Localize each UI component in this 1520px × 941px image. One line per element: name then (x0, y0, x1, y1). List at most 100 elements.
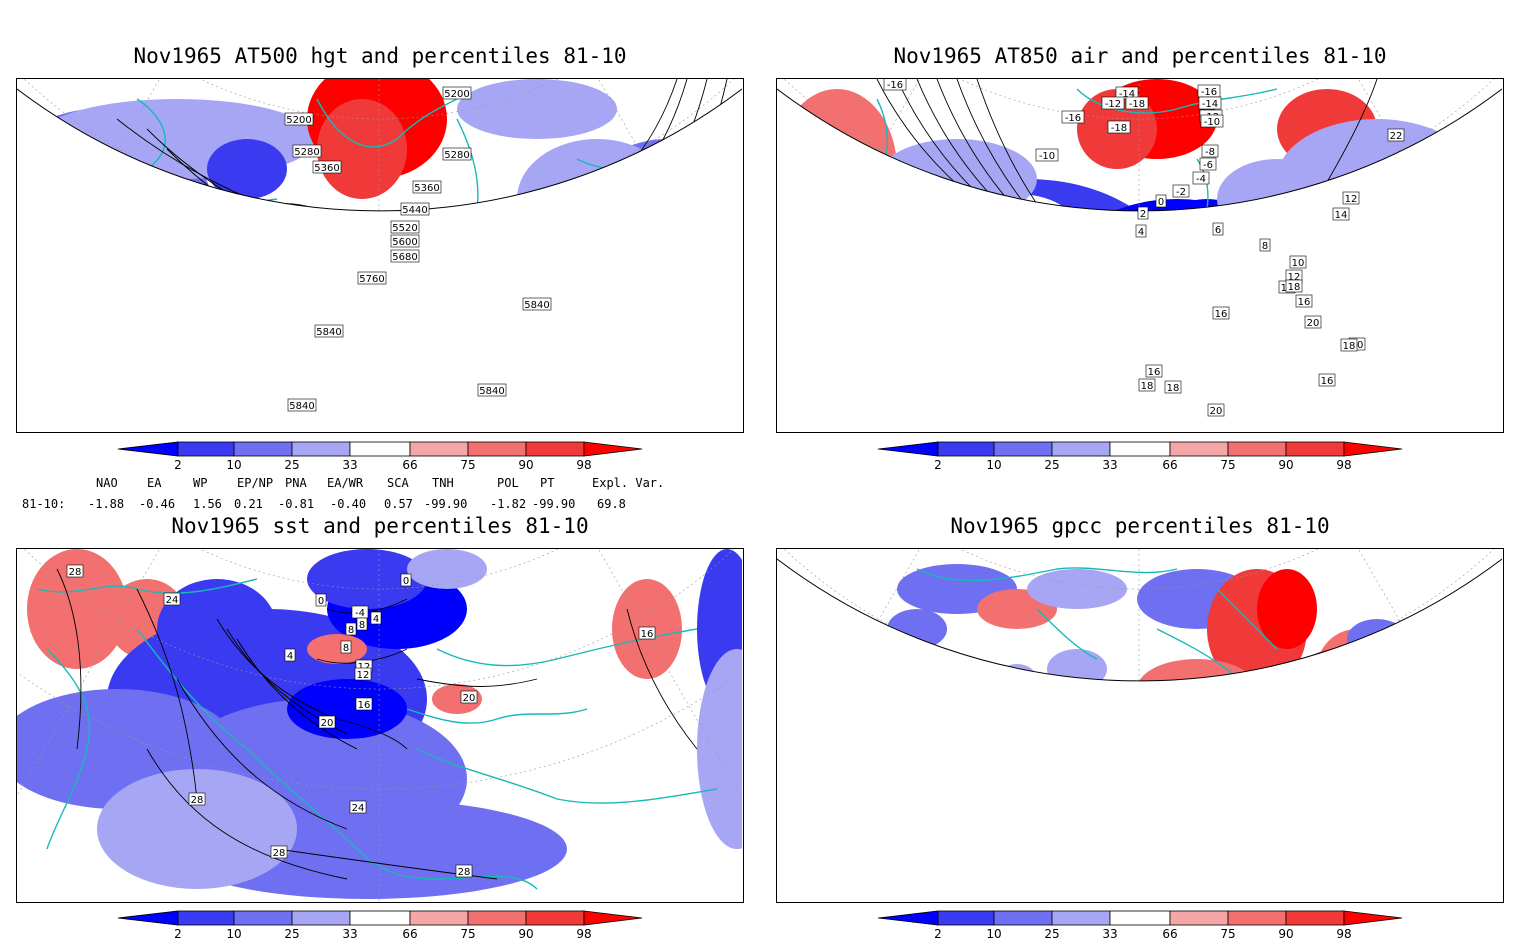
contour-label: 16 (1318, 373, 1336, 387)
contour-line (326, 598, 408, 614)
svg-text:5200: 5200 (444, 89, 469, 100)
coastline (1117, 789, 1357, 809)
anomaly-shading (407, 209, 527, 211)
anomaly-shading (1127, 809, 1227, 869)
index-header: NAO (96, 476, 118, 490)
index-header: TNH (432, 476, 454, 490)
colorbar-segment (233, 910, 293, 926)
colorbar-tick-label: 90 (1278, 927, 1293, 941)
contour-label: 5840 (477, 383, 507, 397)
contour-label: 12 (1342, 191, 1360, 205)
contour-line (976, 79, 1208, 211)
contour-line (236, 638, 358, 750)
coastline (796, 668, 882, 681)
anomaly-shading (1157, 199, 1257, 211)
contour-label: 28 (66, 564, 84, 578)
svg-text:-18: -18 (1129, 99, 1145, 110)
colorbar-segment (177, 441, 235, 457)
contour-label: -10 (1200, 114, 1224, 128)
anomaly-shading (697, 649, 742, 849)
contour-label: 16 (1145, 364, 1163, 378)
contour-label: -18 (1125, 96, 1149, 110)
anomaly-shading (807, 289, 1047, 429)
colorbar-sst: 2 10 25 33 66 75 90 98 (117, 910, 643, 941)
svg-text:8: 8 (1262, 241, 1268, 252)
svg-text:20: 20 (321, 718, 334, 729)
svg-text:18: 18 (1141, 381, 1154, 392)
contour-label: 20 (1304, 315, 1322, 329)
coastline (916, 567, 1178, 582)
contour-label: 5200 (284, 112, 314, 126)
colorbar-segment (177, 910, 235, 926)
contour-label: 22 (1387, 128, 1405, 142)
anomaly-shading (57, 329, 217, 429)
colorbar-tick-label: 10 (226, 927, 241, 941)
colorbar-tick-label: 2 (934, 458, 942, 472)
graticule (17, 549, 160, 797)
indices-header-row: NAO EA WP EP/NP PNA EA/WR SCA TNH POL PT Expl. Var… (0, 476, 760, 492)
colorbar-tick-label: 25 (1044, 458, 1059, 472)
anomaly-shading (1227, 774, 1327, 844)
colorbar-segment (1343, 441, 1403, 457)
contour-label: -16 (1197, 84, 1221, 98)
contour-label: 8 (345, 622, 357, 636)
graticule (598, 549, 742, 799)
colorbar-tick-label: 66 (402, 458, 417, 472)
contour-line (97, 379, 617, 409)
anomaly-shading (1137, 659, 1257, 681)
index-value: -99.90 (532, 497, 576, 511)
coastline (807, 229, 828, 309)
colorbar-tick-label: 10 (986, 458, 1001, 472)
svg-text:28: 28 (273, 848, 286, 859)
contour-line (896, 79, 1338, 211)
contour-label: 5680 (390, 249, 420, 263)
coastline (1136, 158, 1209, 211)
coastline (845, 98, 889, 211)
colorbar-tick-label: 98 (1336, 458, 1351, 472)
contour-label: 5280 (292, 144, 322, 158)
index-header: EA/WR (327, 476, 364, 490)
colorbar-gpcc: 2 10 25 33 66 75 90 98 (877, 910, 1403, 941)
svg-text:-8: -8 (1205, 147, 1215, 158)
index-header: PNA (285, 476, 307, 490)
contour-label: -14 (1198, 96, 1222, 110)
colorbar-segment (993, 910, 1053, 926)
map-panel-sst: 28 24 12 8 0 0 -4 4 8 4 8 12 16 20 20 24 28 28 28 16 (16, 548, 744, 903)
map-svg-gpcc (777, 549, 1502, 869)
contour-line (216, 618, 408, 750)
svg-text:28: 28 (191, 795, 204, 806)
colorbar-tick-label: 25 (284, 458, 299, 472)
indices-value-row: 81-10: -1.88 -0.46 1.56 0.21 -0.81 -0.40 0.57 -9… (0, 497, 760, 513)
anomaly-shading (1277, 649, 1397, 681)
colorbar-segment (877, 910, 939, 926)
anomaly-shading (957, 194, 1077, 211)
contour-line (837, 299, 1177, 399)
colorbar-segment (467, 910, 527, 926)
contour-label: 8 (356, 617, 368, 631)
coastline (1076, 88, 1278, 114)
anomaly-shading (1027, 569, 1127, 609)
contour-label: 0 (315, 593, 327, 607)
anomaly-shading (97, 359, 537, 431)
anomaly-shading (1267, 724, 1327, 774)
anomaly-shading (1232, 729, 1282, 769)
colorbar-segment (1051, 910, 1111, 926)
svg-text:5360: 5360 (414, 183, 439, 194)
colorbar-segment (937, 910, 995, 926)
svg-text:8: 8 (359, 620, 365, 631)
colorbar-segment (1343, 910, 1403, 926)
contour-label: 4 (1135, 224, 1147, 238)
contour-line (136, 588, 198, 800)
anomaly-shading (402, 364, 452, 394)
svg-text:5520: 5520 (392, 223, 417, 234)
colorbar-segment (1109, 441, 1171, 457)
index-header: WP (193, 476, 208, 490)
contour-line (916, 79, 1358, 211)
map-svg-hgt: 5200 5200 5280 5360 5280 5360 5440 5520 5600 5680… (17, 79, 742, 431)
panel-title-sst: Nov1965 sst and percentiles 81-10 (171, 514, 589, 538)
svg-text:-18: -18 (1111, 123, 1127, 134)
contour-label: 5280 (442, 147, 472, 161)
contour-line (1157, 313, 1279, 369)
svg-text:18: 18 (1343, 341, 1356, 352)
svg-text:0: 0 (403, 576, 409, 587)
